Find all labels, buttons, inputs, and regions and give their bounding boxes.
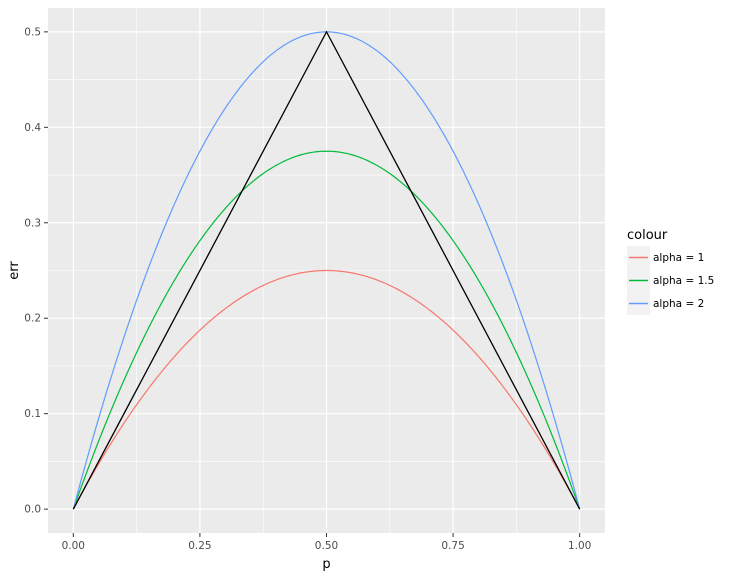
- y-axis-ticks: 0.0 0.1 0.2 0.3 0.4 0.5: [24, 26, 48, 516]
- y-tick-label: 0.3: [24, 217, 41, 229]
- legend-keys: alpha = 1 alpha = 1.5 alpha = 2: [627, 246, 714, 315]
- legend-label: alpha = 2: [653, 298, 704, 310]
- y-tick-label: 0.5: [24, 26, 41, 38]
- x-tick-label: 1.00: [568, 540, 591, 552]
- reference-line: [72, 30, 581, 510]
- legend: colour alpha = 1 alpha = 1.5 alpha = 2: [627, 228, 714, 315]
- legend-title: colour: [627, 228, 668, 243]
- y-tick-label: 0.1: [24, 408, 41, 420]
- x-tick-label: 0.50: [315, 540, 338, 552]
- y-tick-label: 0.2: [24, 313, 41, 325]
- x-tick-label: 0.25: [188, 540, 211, 552]
- y-axis-title: err: [7, 261, 22, 280]
- legend-label: alpha = 1: [653, 252, 704, 264]
- y-tick-label: 0.0: [24, 504, 41, 516]
- series-line-alpha-1-5: [72, 150, 581, 510]
- legend-label: alpha = 1.5: [653, 275, 714, 287]
- series-lines: [72, 30, 581, 510]
- x-tick-label: 0.75: [441, 540, 464, 552]
- x-axis-ticks: 0.00 0.25 0.50 0.75 1.00: [62, 533, 591, 552]
- x-tick-label: 0.00: [62, 540, 85, 552]
- y-tick-label: 0.4: [24, 122, 41, 134]
- series-line-alpha-1: [72, 269, 581, 510]
- x-axis-title: p: [322, 557, 330, 572]
